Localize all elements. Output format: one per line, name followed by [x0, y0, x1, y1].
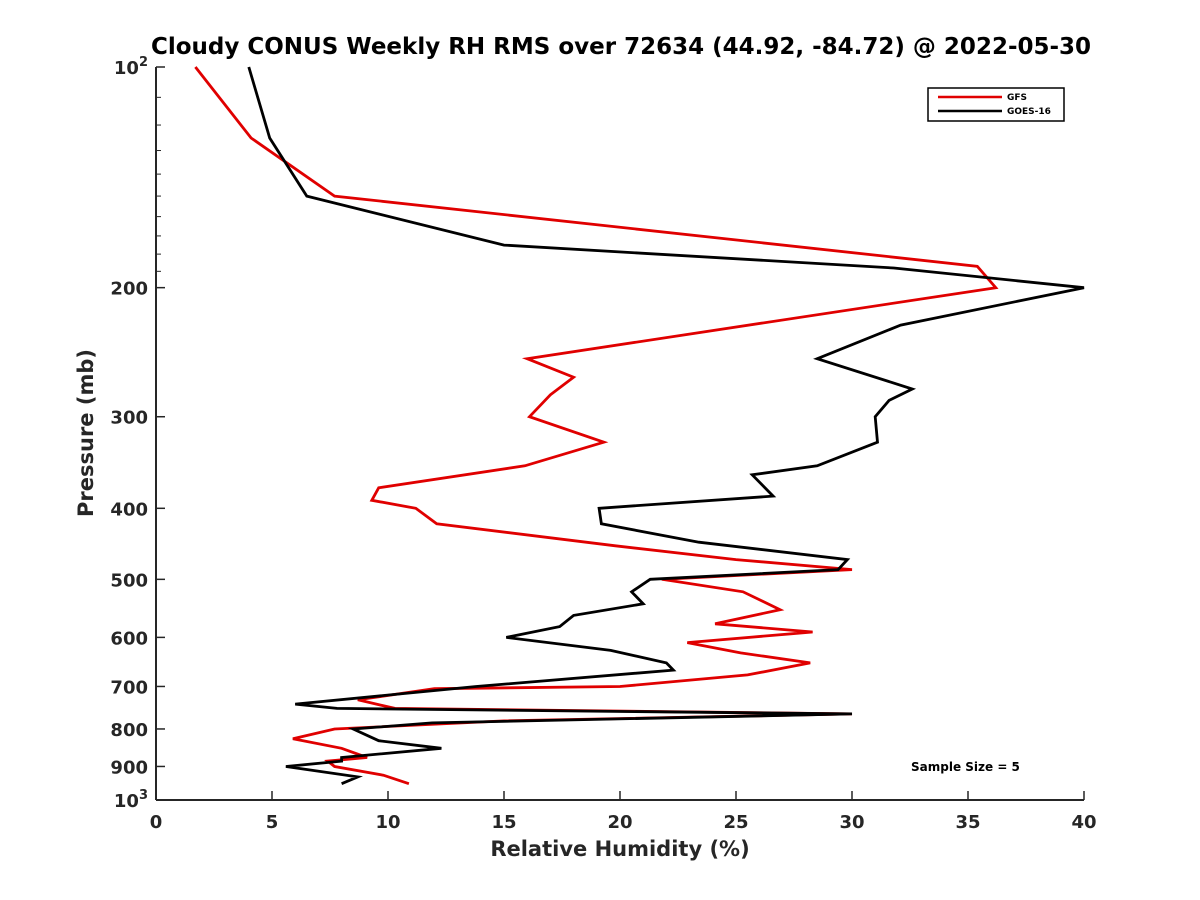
chart-title: Cloudy CONUS Weekly RH RMS over 72634 (4… [151, 34, 1091, 60]
x-tick-label: 0 [150, 812, 163, 833]
plot-background [156, 67, 1084, 800]
y-tick-label: 103 [114, 788, 148, 812]
legend-label-goes-16: GOES-16 [1007, 107, 1051, 117]
series-layer [194, 66, 1085, 786]
y-tick-label: 102 [114, 55, 148, 79]
legend: GFS GOES-16 [927, 87, 1065, 122]
y-tick-label: 900 [110, 757, 148, 778]
y-tick-label: 300 [110, 408, 148, 429]
x-tick-label: 35 [955, 812, 980, 833]
y-tick-label: 700 [110, 677, 148, 698]
x-axis-label: Relative Humidity (%) [490, 837, 749, 861]
x-tick-label: 30 [839, 812, 864, 833]
y-tick-label: 600 [110, 628, 148, 649]
y-tick-label: 500 [110, 570, 148, 591]
legend-label-gfs: GFS [1007, 93, 1027, 103]
y-tick-label: 400 [110, 499, 148, 520]
x-tick-label: 20 [607, 812, 632, 833]
series-line-goes-16 [247, 66, 1085, 785]
y-tick-label: 800 [110, 720, 148, 741]
x-tick-label: 15 [491, 812, 516, 833]
series-line-gfs [194, 66, 999, 786]
y-axis-ticks: 102 200 300 400 500 600 700 800 900 103 [110, 55, 165, 812]
x-axis-ticks: 0 5 10 15 20 25 30 35 40 [150, 791, 1097, 833]
y-tick-label: 200 [110, 279, 148, 300]
legend-box [927, 87, 1065, 122]
x-tick-label: 40 [1071, 812, 1096, 833]
x-tick-label: 25 [723, 812, 748, 833]
y-axis-label: Pressure (mb) [74, 349, 98, 517]
plot-area [155, 66, 1085, 801]
x-tick-label: 5 [266, 812, 279, 833]
sample-size-annotation: Sample Size = 5 [911, 760, 1020, 774]
x-tick-label: 10 [375, 812, 400, 833]
